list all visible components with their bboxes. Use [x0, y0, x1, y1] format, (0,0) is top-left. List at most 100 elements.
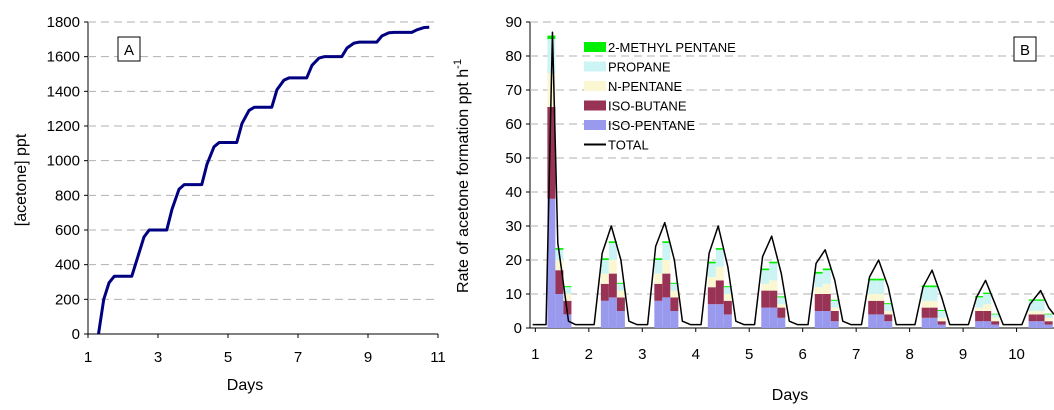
panel-b-bar-segment [884, 303, 893, 305]
panel-b-bar-segment [929, 287, 938, 301]
panel-b-bar-segment [723, 287, 732, 294]
panel-b-bar-segment [929, 300, 938, 308]
panel-b-bar-segment [608, 243, 617, 260]
panel-b-y-axis-label-main: Rate of acetone formation ppt h [455, 69, 472, 293]
panel-b-x-axis-label: Days [772, 387, 808, 404]
panel-a-x-tick-label: 5 [224, 349, 232, 366]
panel-b-x-ticks: 1 2 3 4 5 6 7 8 9 10 [531, 328, 1025, 363]
panel-b-bar-segment [777, 296, 786, 298]
panel-a-label-box [117, 36, 141, 62]
panel-b-bar-segment [1044, 321, 1053, 325]
panel-b-bar-segment [921, 285, 930, 288]
panel-a-y-ticks: 0 200 400 600 800 1000 1200 1400 1600 1800 [47, 14, 88, 343]
panel-b-bar-segment [975, 296, 984, 298]
panel-b-bar-segment [761, 268, 770, 271]
panel-b-bar-segment [670, 282, 679, 284]
panel-b-bar-segment [715, 280, 724, 305]
panel-b-x-tick-label: 3 [638, 346, 646, 363]
panel-b-legend: 2-METHYL PENTANE PROPANE N-PENTANE ISO-BUTA… [584, 40, 736, 153]
panel-b-x-tick-label: 6 [799, 346, 807, 363]
panel-b-bar-segment [761, 290, 770, 308]
panel-b-bar-segment [654, 258, 663, 260]
legend-swatch [584, 42, 606, 52]
panel-b-bar-segment [830, 300, 839, 308]
panel-b-bar-segment [830, 307, 839, 311]
legend-entry-label: ISO-PENTANE [608, 118, 695, 133]
panel-b-bar-segment [983, 311, 992, 322]
panel-b-bar-segment [983, 304, 992, 311]
panel-b-y-axis-label: Rate of acetone formation ppt h-1 [452, 59, 472, 293]
panel-a-y-axis-label: [acetone] ppt [13, 133, 30, 226]
panel-b-bars [547, 35, 1053, 328]
panel-b-bar-segment [1044, 314, 1053, 318]
legend-entry-label: PROPANE [608, 60, 671, 75]
panel-b-bar-segment [600, 273, 609, 284]
panel-b-bar-segment [654, 300, 663, 328]
panel-a-y-tick-label: 1000 [47, 153, 80, 170]
panel-b-x-tick-label: 1 [531, 346, 539, 363]
panel-a-label: A [124, 42, 134, 59]
panel-b-bar-segment [975, 297, 984, 308]
panel-b-bar-segment [937, 317, 946, 322]
panel-b-bar-segment [777, 307, 786, 318]
panel-b-bar-segment [884, 321, 893, 328]
panel-b-bar-segment [822, 283, 831, 294]
panel-b-bar-segment [1036, 300, 1045, 311]
panel-b-x-tick-label: 2 [585, 346, 593, 363]
panel-a-y-tick-label: 800 [55, 187, 80, 204]
panel-b-bar-segment [884, 311, 893, 315]
panel-b-x-tick-label: 8 [905, 346, 913, 363]
panel-b-bar-segment [983, 321, 992, 328]
panel-b-bar-segment [608, 297, 617, 328]
panel-b-bar-segment [975, 307, 984, 311]
panel-b-bar-segment [822, 270, 831, 284]
panel-b-bar-segment [1036, 314, 1045, 322]
panel-a-y-tick-label: 400 [55, 257, 80, 274]
panel-b-bar-segment [868, 280, 877, 294]
panel-b-bar-segment [991, 317, 1000, 322]
legend-swatch [584, 120, 606, 130]
panel-b-bar-segment [1044, 313, 1053, 315]
panel-a-y-tick-label: 0 [72, 326, 80, 343]
panel-b-bar-segment [547, 35, 556, 39]
panel-b-bar-segment [662, 260, 671, 274]
panel-a-y-tick-label: 600 [55, 222, 80, 239]
panel-a-y-tick-label: 1400 [47, 83, 80, 100]
panel-b-bar-segment [600, 283, 609, 301]
panel-b-bar-segment [876, 280, 885, 294]
panel-b-bar-segment [868, 294, 877, 301]
panel-b-bar-segment [929, 307, 938, 318]
panel-b-bar-segment [777, 317, 786, 328]
panel-b-bar-segment [991, 313, 1000, 315]
panel-a-y-tick-label: 1600 [47, 49, 80, 66]
panel-b-bar-segment [1036, 299, 1045, 301]
panel-a-gridlines [88, 21, 438, 300]
panel-b-bar-segment [616, 283, 625, 291]
panel-b-bar-segment [723, 314, 732, 328]
panel-b-bar-segment [876, 314, 885, 328]
panel-b-bar-segment [654, 283, 663, 301]
panel-b-bar-segment [868, 300, 877, 315]
panel-b-bar-segment [707, 304, 716, 328]
panel-a-acetone-line [97, 25, 430, 335]
legend-entry-label: TOTAL [608, 138, 649, 153]
panel-b-bar-segment [769, 307, 778, 328]
panel-b-y-tick-label: 40 [505, 184, 522, 201]
panel-b-y-tick-label: 60 [505, 116, 522, 133]
panel-b-bar-segment [814, 294, 823, 311]
panel-a-y-tick-label: 200 [55, 291, 80, 308]
panel-b-total-polyline [532, 31, 1054, 326]
panel-b-bar-segment [991, 314, 1000, 318]
panel-a-x-tick-label: 3 [154, 349, 162, 366]
panel-b-x-tick-label: 9 [959, 346, 967, 363]
panel-b-y-tick-label: 30 [505, 218, 522, 235]
panel-b-x-tick-label: 5 [745, 346, 753, 363]
panel-b-bar-segment [555, 294, 564, 328]
panel-b-x-tick-label: 7 [852, 346, 860, 363]
panel-b-bar-segment [547, 107, 556, 199]
panel-b-bar-segment [547, 198, 556, 328]
panel-b-bar-segment [563, 286, 572, 288]
panel-b-bar-segment [662, 243, 671, 260]
